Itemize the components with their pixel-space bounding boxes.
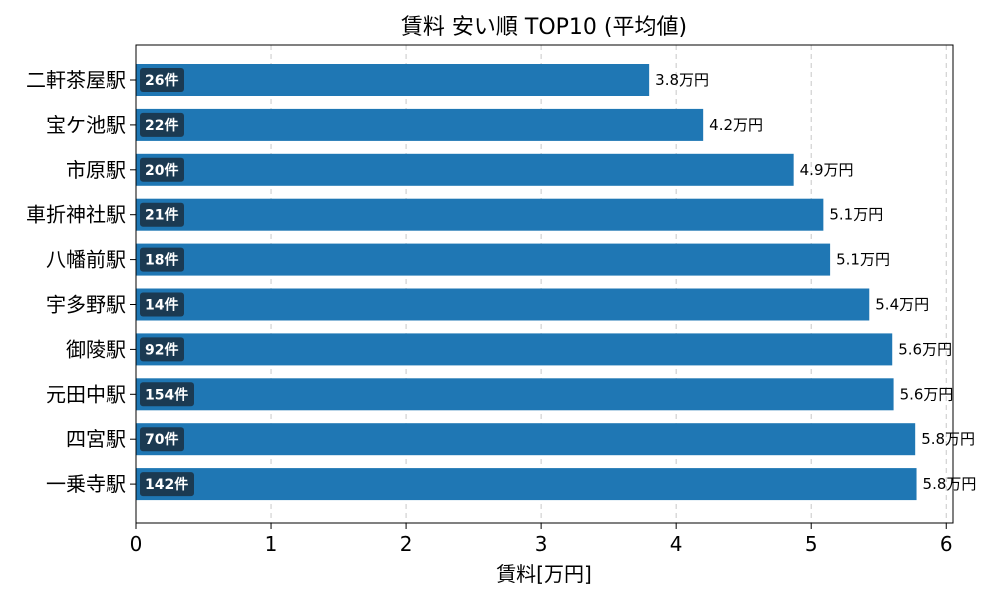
count-badge-label: 22件: [145, 117, 178, 134]
bar: [136, 423, 916, 456]
bars-group: 26件 3.8万円 22件 4.2万円 20件 4.9万円 21件 5.1万円 18件 5.1万円…: [136, 64, 977, 501]
count-badge: [140, 427, 184, 452]
category-label: 四宮駅: [66, 427, 126, 451]
category-label: 御陵駅: [66, 337, 126, 361]
count-badge-label: 92件: [145, 341, 178, 358]
x-axis-label: 賃料[万円]: [496, 562, 592, 586]
bar: [136, 288, 870, 321]
value-label: 5.1万円: [836, 251, 890, 269]
bar: [136, 378, 894, 411]
count-badge: [140, 157, 184, 182]
count-badge: [140, 202, 184, 227]
bar: [136, 198, 824, 231]
count-badge-label: 70件: [145, 431, 178, 448]
category-label: 元田中駅: [46, 382, 126, 406]
count-badge: [140, 472, 194, 497]
x-tick-label: 0: [130, 532, 143, 556]
value-label: 5.4万円: [875, 296, 929, 314]
value-label: 4.9万円: [800, 161, 854, 179]
count-badge: [140, 337, 184, 362]
value-label: 5.8万円: [923, 475, 977, 493]
bar: [136, 153, 794, 186]
plot-frame: [135, 44, 954, 524]
category-label: 二軒茶屋駅: [26, 68, 126, 92]
bar: [136, 64, 650, 96]
value-label: 5.6万円: [900, 385, 954, 403]
count-badge: [140, 112, 184, 137]
count-badge: [140, 68, 184, 92]
value-label: 3.8万円: [655, 71, 709, 89]
count-badge-label: 20件: [145, 162, 178, 179]
value-label: 4.2万円: [709, 116, 763, 134]
value-label: 5.8万円: [921, 430, 975, 448]
x-tick-label: 2: [400, 532, 413, 556]
category-label: 一乗寺駅: [46, 472, 126, 496]
count-badge: [140, 292, 184, 317]
count-badge-label: 154件: [145, 386, 188, 403]
category-label: 宇多野駅: [46, 293, 126, 317]
x-tick-label: 3: [535, 532, 548, 556]
value-label: 5.6万円: [898, 340, 952, 358]
count-badge-label: 26件: [145, 72, 178, 89]
x-tick-label: 5: [805, 532, 818, 556]
category-label: 宝ケ池駅: [46, 113, 126, 137]
category-label: 車折神社駅: [26, 203, 126, 227]
x-tick-label: 6: [940, 532, 953, 556]
x-axis: 0 1 2 3 4 5 6: [130, 523, 953, 556]
count-badge-label: 142件: [145, 476, 188, 493]
bar: [136, 333, 893, 366]
count-badge: [140, 247, 184, 272]
category-label: 市原駅: [66, 158, 126, 182]
count-badge-label: 18件: [145, 252, 178, 269]
count-badge-label: 21件: [145, 207, 178, 224]
bar: [136, 468, 917, 501]
bar: [136, 243, 831, 276]
count-badge: [140, 382, 194, 407]
chart-title: 賃料 安い順 TOP10 (平均値): [401, 15, 687, 40]
count-badge-label: 14件: [145, 297, 178, 314]
x-tick-label: 4: [670, 532, 683, 556]
value-label: 5.1万円: [829, 206, 883, 224]
bar: [136, 108, 704, 141]
category-label: 八幡前駅: [46, 248, 126, 272]
x-tick-label: 1: [265, 532, 278, 556]
